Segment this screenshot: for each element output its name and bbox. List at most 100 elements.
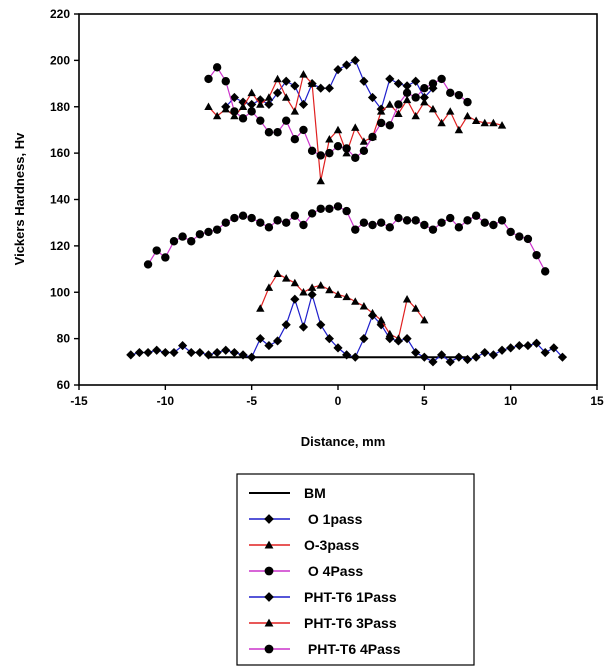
data-point [256, 218, 264, 226]
series-2 [204, 70, 506, 184]
data-point [256, 304, 264, 311]
data-point [386, 100, 394, 107]
data-point [394, 79, 403, 88]
data-point [351, 56, 360, 65]
data-point [402, 334, 411, 343]
data-point [308, 290, 317, 299]
data-point [360, 137, 368, 144]
legend-label: O 4Pass [304, 563, 363, 579]
data-point [523, 341, 532, 350]
data-point [359, 334, 368, 343]
series-4 [126, 290, 567, 366]
data-point [247, 214, 255, 222]
data-point [394, 100, 402, 108]
data-point [316, 320, 325, 329]
data-point [273, 336, 282, 345]
data-point [290, 81, 299, 90]
y-tick-label: 100 [50, 285, 70, 299]
data-point [204, 75, 212, 83]
legend-label: PHT-T6 4Pass [304, 641, 401, 657]
series-6 [144, 202, 550, 275]
data-point [282, 218, 290, 226]
y-tick-label: 220 [50, 7, 70, 21]
data-point [273, 128, 281, 136]
data-point [161, 253, 169, 261]
data-point [446, 214, 454, 222]
data-point [282, 274, 290, 281]
data-point [247, 89, 255, 96]
data-point [403, 216, 411, 224]
data-point [282, 116, 290, 124]
data-point [170, 237, 178, 245]
data-point [394, 334, 402, 341]
data-point [247, 107, 255, 115]
series-3 [204, 63, 471, 162]
plot-area [126, 56, 567, 367]
data-point [489, 350, 498, 359]
data-point [239, 212, 247, 220]
data-point [334, 202, 342, 210]
data-point [506, 343, 515, 352]
data-point [265, 93, 273, 100]
data-point [403, 89, 411, 97]
data-point [213, 225, 221, 233]
data-point [472, 353, 481, 362]
data-point [265, 128, 273, 136]
data-point [204, 228, 212, 236]
x-tick-label: 0 [335, 394, 342, 408]
data-point [222, 77, 230, 85]
data-point [256, 116, 264, 124]
data-point [412, 93, 420, 101]
data-point [334, 142, 342, 150]
legend-label: O 1pass [304, 511, 363, 527]
data-point [273, 75, 281, 82]
y-tick-label: 140 [50, 193, 70, 207]
x-tick-label: -5 [246, 394, 257, 408]
data-point [446, 89, 454, 97]
data-point [325, 149, 333, 157]
data-point [291, 107, 299, 114]
data-point [480, 348, 489, 357]
data-point [196, 230, 204, 238]
data-point [334, 126, 342, 133]
y-axis-title: Vickers Hardness, Hv [12, 132, 27, 265]
data-point [386, 121, 394, 129]
data-point [515, 341, 524, 350]
x-tick-label: 5 [421, 394, 428, 408]
data-point [497, 346, 506, 355]
data-point [411, 77, 420, 86]
x-tick-label: -15 [70, 394, 88, 408]
data-point [368, 93, 377, 102]
y-tick-label: 80 [57, 332, 71, 346]
data-point [153, 246, 161, 254]
data-point [222, 218, 230, 226]
data-point [360, 302, 368, 309]
data-point [342, 207, 350, 215]
data-point [325, 84, 334, 93]
data-point [411, 348, 420, 357]
data-point [437, 75, 445, 83]
legend-label: BM [304, 485, 326, 501]
data-point [351, 353, 360, 362]
data-point [282, 93, 290, 100]
data-point [247, 353, 256, 362]
data-point [230, 107, 238, 115]
data-point [299, 70, 307, 77]
legend-swatch-marker [265, 567, 274, 576]
data-point [273, 216, 281, 224]
data-point [221, 346, 230, 355]
legend-label: PHT-T6 1Pass [304, 589, 397, 605]
data-point [317, 177, 325, 184]
data-point [360, 218, 368, 226]
data-point [317, 151, 325, 159]
data-point [299, 100, 308, 109]
data-point [446, 107, 454, 114]
data-point [463, 112, 471, 119]
data-point [342, 60, 351, 69]
data-point [213, 348, 222, 357]
data-point [308, 147, 316, 155]
data-point [386, 223, 394, 231]
legend-label: PHT-T6 3Pass [304, 615, 397, 631]
data-point [429, 225, 437, 233]
data-point [420, 353, 429, 362]
